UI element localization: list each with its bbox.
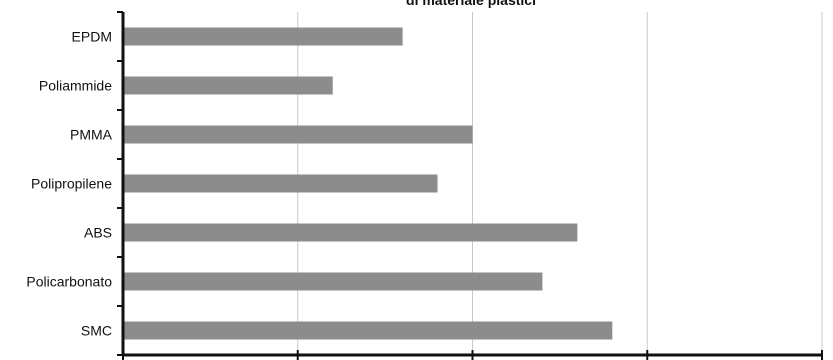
axes xyxy=(117,11,823,360)
bar-poliammide xyxy=(123,76,333,95)
category-label: PMMA xyxy=(70,127,113,143)
category-label: SMC xyxy=(81,323,112,339)
category-label: Policarbonato xyxy=(26,274,112,290)
x-tick-label: 10 xyxy=(465,358,481,360)
category-label: EPDM xyxy=(72,29,112,45)
x-tick-labels: 0 5 10 15 20 xyxy=(119,358,831,360)
x-tick-label: 0 xyxy=(119,358,127,360)
bar-smc xyxy=(123,321,613,340)
category-label: Poliammide xyxy=(39,78,112,94)
x-tick-label: 20 xyxy=(815,358,831,360)
bar-polipropilene xyxy=(123,174,438,193)
chart-title: di materiale plastici xyxy=(406,0,536,8)
x-tick-label: 5 xyxy=(294,358,302,360)
bars xyxy=(123,27,613,340)
bar-policarbonato xyxy=(123,272,543,291)
category-label: Polipropilene xyxy=(31,176,112,192)
bar-pmma xyxy=(123,125,473,144)
category-labels: EPDM Poliammide PMMA Polipropilene ABS Polica… xyxy=(26,29,112,339)
bar-abs xyxy=(123,223,578,242)
category-label: ABS xyxy=(84,225,112,241)
x-tick-label: 15 xyxy=(639,358,655,360)
bar-epdm xyxy=(123,27,403,46)
